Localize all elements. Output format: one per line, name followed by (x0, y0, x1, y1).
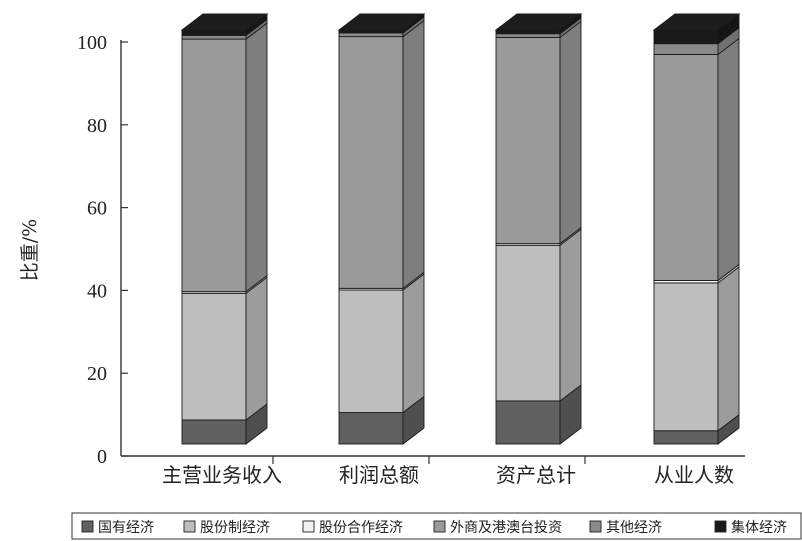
legend: 国有经济 股份制经济 股份合作经济 外商及港澳台投资 其他经济 集体经济 (71, 512, 802, 540)
bar-segment-side (717, 266, 740, 432)
bar-segment-side (559, 228, 582, 402)
legend-label: 外商及港澳台投资 (450, 520, 562, 536)
bar-segment-side (717, 37, 740, 282)
bar-segment (653, 43, 719, 55)
bar-segment (495, 400, 561, 445)
bar-segment (338, 412, 404, 445)
bar-stack (652, 13, 741, 445)
legend-label: 国有经济 (98, 520, 154, 536)
bar-top-face (180, 13, 269, 31)
legend-label: 股份合作经济 (319, 520, 403, 536)
legend-swatch (714, 520, 727, 533)
legend-swatch (589, 520, 602, 533)
bars (180, 13, 741, 445)
bar-segment (181, 292, 247, 421)
bar-segment (181, 34, 247, 40)
bar-top-face (652, 13, 741, 31)
y-tick-label: 20 (87, 363, 107, 385)
bar-stack (494, 13, 583, 445)
y-tick-label: 80 (87, 115, 107, 137)
x-category-label: 资产总计 (496, 463, 576, 487)
bar-segment (495, 37, 561, 245)
bar-segment (181, 419, 247, 445)
bar-stack (180, 13, 269, 445)
legend-item: 外商及港澳台投资 (433, 520, 562, 536)
bar-segment (181, 38, 247, 293)
legend-label: 其他经济 (606, 520, 662, 536)
bar-segment (495, 33, 561, 38)
bar-segment-side (245, 22, 268, 293)
y-tick-label: 40 (87, 280, 107, 302)
bar-stack (337, 13, 426, 445)
bar-top-face (337, 13, 426, 31)
bar-segment (181, 29, 247, 36)
y-tick-label: 0 (97, 446, 107, 468)
labels: 0 20 40 60 80 100 比重/% 主营业务收入 利润总额 资产总计 从业人数 (19, 32, 734, 487)
legend-item: 股份合作经济 (302, 520, 403, 536)
legend-swatch (81, 520, 94, 533)
y-axis-label: 比重/% (19, 219, 41, 281)
bar-segment (653, 430, 719, 445)
y-tick-label: 100 (77, 32, 107, 54)
bar-segment-side (402, 273, 425, 414)
legend-item: 其他经济 (589, 520, 662, 536)
x-category-label: 利润总额 (339, 463, 419, 487)
legend-label: 股份制经济 (200, 520, 270, 536)
legend-label: 集体经济 (731, 519, 787, 536)
legend-swatch (183, 520, 196, 533)
bar-top-face (494, 13, 583, 31)
bar-segment-side (559, 20, 582, 245)
legend-item: 国有经济 (81, 520, 154, 536)
bar-segment-side (402, 19, 425, 290)
bar-segment (495, 29, 561, 35)
x-category-label: 主营业务收入 (162, 463, 282, 487)
legend-item: 股份制经济 (183, 520, 270, 536)
legend-swatch (302, 520, 315, 533)
bar-segment (653, 53, 719, 281)
bar-segment (495, 244, 561, 402)
legend-item: 集体经济 (714, 519, 787, 536)
bar-segment (338, 289, 404, 413)
bar-segment (338, 32, 404, 38)
bar-segment (338, 36, 404, 289)
bar-segment (653, 282, 719, 432)
y-tick-label: 60 (87, 198, 107, 220)
axes (120, 40, 745, 464)
bar-segment-side (245, 276, 268, 421)
x-category-label: 从业人数 (654, 463, 734, 487)
legend-swatch (433, 520, 446, 533)
bar-segment (653, 29, 719, 45)
